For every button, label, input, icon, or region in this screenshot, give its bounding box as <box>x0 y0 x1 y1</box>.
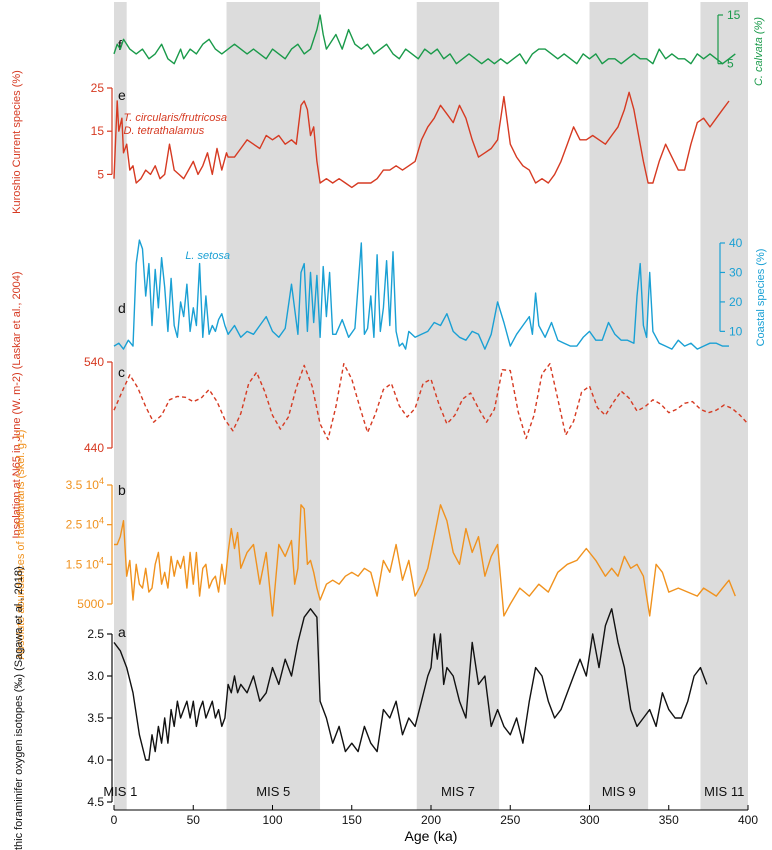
y-tick-label-text: 4.5 <box>87 795 104 809</box>
mis-band-label: MIS 5 <box>256 784 290 799</box>
panels: 5 15 C. calvata (%) f 5 15 25 Kuroshio Current … <box>11 8 767 850</box>
y-tick-label: 25 <box>91 81 105 95</box>
panel-e: 5 15 25 Kuroshio Current species (%) e T. cir… <box>11 70 730 214</box>
y-axis-title: Kuroshio Current species (%) <box>11 70 23 214</box>
panel-d: 10 20 30 40 Coastal species (%) d L. setosa <box>113 236 767 350</box>
mis-band <box>226 2 321 810</box>
mis-band-label: MIS 11 <box>704 784 744 799</box>
y-tick-label: 3.5 104 <box>66 476 104 492</box>
y-tick-label-text: 5 <box>97 167 104 181</box>
y-tick-label: 3.5 <box>87 711 104 725</box>
y-tick-label-text: 40 <box>729 236 743 250</box>
y-tick-label-text: 540 <box>84 355 104 369</box>
y-tick-label-text: 10 <box>729 324 743 338</box>
mis-band <box>700 2 748 810</box>
x-tick-label: 250 <box>500 813 520 827</box>
y-tick-label-text: 3.5 <box>87 711 104 725</box>
y-tick-label: 15 <box>727 8 741 22</box>
panel-letter: f <box>118 37 122 53</box>
x-axis-label: Age (ka) <box>405 828 458 844</box>
y-tick-exponent: 4 <box>99 516 104 526</box>
y-tick-label-text: 440 <box>84 441 104 455</box>
y-tick-label: 40 <box>729 236 743 250</box>
y-tick-label-text: 30 <box>729 265 743 279</box>
y-tick-label: 10 <box>729 324 743 338</box>
panel-f: 5 15 C. calvata (%) f <box>113 8 765 86</box>
mis-band <box>416 2 500 810</box>
y-tick-label: 5 <box>727 57 734 71</box>
y-tick-label-text: 3.0 <box>87 669 104 683</box>
mis-band-label: MIS 1 <box>103 784 137 799</box>
x-tick-label: 0 <box>111 813 118 827</box>
series-line-a <box>113 608 708 761</box>
y-tick-label: 5000 <box>77 597 104 611</box>
y-tick-label: 2.5 <box>87 627 104 641</box>
y-tick-label-text: 3.5 10 <box>66 478 100 492</box>
y-axis-title: Benthic foraminifer oxygen isotopes (‰) … <box>13 566 25 850</box>
y-tick-exponent: 4 <box>99 476 104 486</box>
y-tick-label-text: 15 <box>727 8 741 22</box>
x-axis: 0 50 100 150 200 250 300 350 400 Age (ka) <box>111 805 758 844</box>
x-tick-label: 400 <box>738 813 758 827</box>
y-tick-label-text: 25 <box>91 81 105 95</box>
y-tick-label-text: 20 <box>729 295 743 309</box>
y-tick-label: 540 <box>84 355 104 369</box>
series-annotation: T. circularis/frutricosa <box>124 112 228 124</box>
panel-letter: b <box>118 482 126 498</box>
y-tick-label-text: 5000 <box>77 597 104 611</box>
y-tick-label-text: 5 <box>727 57 734 71</box>
y-axis-title: Coastal species (%) <box>755 249 767 347</box>
panel-letter: a <box>118 624 126 640</box>
mis-band <box>114 2 127 810</box>
panel-a: 2.5 3.0 3.5 4.0 4.5 Benthic foraminifer oxyge… <box>13 566 708 850</box>
y-tick-label-text: 15 <box>91 124 105 138</box>
y-axis-title: Insolation at N65 in June (W. m-2) (Lask… <box>11 271 23 538</box>
y-tick-label: 440 <box>84 441 104 455</box>
y-tick-label: 15 <box>91 124 105 138</box>
mis-bands: MIS 1 MIS 5 MIS 7 MIS 9 MIS 11 <box>103 2 748 810</box>
y-tick-label: 1.5 104 <box>66 555 104 571</box>
panel-c: 440 540 Insolation at N65 in June (W. m-2)… <box>11 271 749 539</box>
y-tick-exponent: 4 <box>99 555 104 565</box>
y-tick-label: 20 <box>729 295 743 309</box>
series-line-d <box>113 239 729 350</box>
mis-band-label: MIS 9 <box>602 784 636 799</box>
x-tick-label: 150 <box>342 813 362 827</box>
panel-letter: d <box>118 300 126 316</box>
series-line-f <box>113 14 736 65</box>
y-axis-title: C. calvata (%) <box>753 17 765 86</box>
series-line-e <box>113 91 730 189</box>
y-tick-label: 3.0 <box>87 669 104 683</box>
mis-band-label: MIS 7 <box>441 784 475 799</box>
x-tick-label: 100 <box>262 813 282 827</box>
y-tick-label-text: 2.5 10 <box>66 518 100 532</box>
series-line-b <box>114 504 736 617</box>
y-axis-title: Absolute abundances of radiolarians (ske… <box>15 430 27 660</box>
series-annotation: D. tetrathalamus <box>124 125 205 137</box>
y-tick-label-text: 2.5 <box>87 627 104 641</box>
y-tick-label: 2.5 104 <box>66 516 104 532</box>
y-tick-label-text: 4.0 <box>87 753 104 767</box>
x-tick-label: 200 <box>421 813 441 827</box>
series-line-c <box>113 363 749 441</box>
x-tick-label: 300 <box>579 813 599 827</box>
x-tick-label: 50 <box>187 813 201 827</box>
panel-letter: c <box>118 364 125 380</box>
x-tick-label: 350 <box>659 813 679 827</box>
y-tick-label: 4.5 <box>87 795 104 809</box>
series-annotation: L. setosa <box>185 250 230 262</box>
panel-letter: e <box>118 87 126 103</box>
y-tick-label: 5 <box>97 167 104 181</box>
y-tick-label: 30 <box>729 265 743 279</box>
y-tick-label-text: 1.5 10 <box>66 557 100 571</box>
y-tick-label: 4.0 <box>87 753 104 767</box>
x-axis-ticks: 0 50 100 150 200 250 300 350 400 <box>111 805 758 827</box>
